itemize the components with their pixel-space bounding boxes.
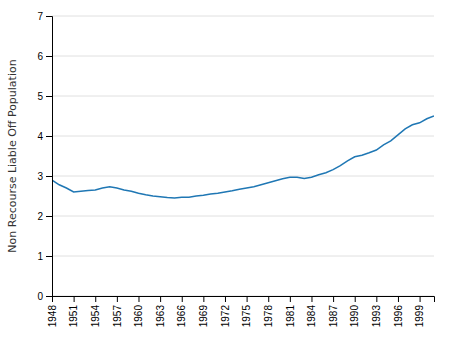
tick-mark xyxy=(268,296,269,302)
axis-line xyxy=(53,297,435,303)
tick-mark xyxy=(290,296,291,302)
x-axis: 1948 1951 1954 1957 1960 1963 1966 1969 1972 1975… xyxy=(47,296,435,327)
tick-mark xyxy=(182,296,183,302)
tick-label: 1963 xyxy=(155,305,166,328)
tick-mark xyxy=(46,176,52,177)
tick: 1951 xyxy=(68,296,79,327)
tick-mark xyxy=(46,96,52,97)
tick-label: 1987 xyxy=(328,305,339,328)
chart: 1948 1951 1954 1957 1960 1963 1966 1969 1972 1975… xyxy=(0,0,450,338)
tick-mark xyxy=(420,296,421,302)
y-axis-title: Non Recourse Liable Off Population xyxy=(6,59,19,252)
grid-line xyxy=(52,96,434,97)
tick-label: 1 xyxy=(37,251,43,262)
tick-label: 1966 xyxy=(176,305,187,328)
tick: 1999 xyxy=(414,296,425,327)
tick-label: 1975 xyxy=(241,305,252,328)
tick-mark xyxy=(311,296,312,302)
tick-label: 1969 xyxy=(198,305,209,328)
grid-line xyxy=(52,216,434,217)
tick-mark xyxy=(46,16,52,17)
marks xyxy=(52,116,434,198)
tick-label: 1948 xyxy=(47,305,58,328)
tick-mark xyxy=(46,256,52,257)
tick: 1987 xyxy=(328,296,339,327)
tick-label: 1978 xyxy=(263,305,274,328)
tick-label: 1999 xyxy=(414,305,425,328)
tick: 1 xyxy=(37,251,52,262)
tick-label: 1957 xyxy=(112,305,123,328)
tick-mark xyxy=(138,296,139,302)
tick-label: 7 xyxy=(37,11,43,22)
tick-label: 5 xyxy=(37,91,43,102)
tick: 1975 xyxy=(241,296,252,327)
tick: 1954 xyxy=(90,296,101,327)
tick: 1981 xyxy=(285,296,296,327)
tick-label: 1954 xyxy=(90,305,101,328)
tick-mark xyxy=(95,296,96,302)
tick: 1984 xyxy=(306,296,317,327)
tick-mark xyxy=(355,296,356,302)
grid-line xyxy=(52,136,434,137)
tick-mark xyxy=(46,56,52,57)
axis-line xyxy=(46,17,53,297)
grid xyxy=(52,16,434,296)
tick: 1969 xyxy=(198,296,209,327)
tick-mark xyxy=(225,296,226,302)
grid-line xyxy=(52,256,434,257)
tick: 1963 xyxy=(155,296,166,327)
tick-label: 1951 xyxy=(68,305,79,328)
tick: 2 xyxy=(37,211,52,222)
tick-label: 1990 xyxy=(349,305,360,328)
tick: 1960 xyxy=(133,296,144,327)
tick-mark xyxy=(46,216,52,217)
tick: 4 xyxy=(37,131,52,142)
tick: 1948 xyxy=(47,296,58,327)
tick-label: 1984 xyxy=(306,305,317,328)
tick-mark xyxy=(117,296,118,302)
plot: 1948 1951 1954 1957 1960 1963 1966 1969 1972 1975… xyxy=(37,11,434,328)
grid-line xyxy=(52,176,434,177)
tick-label: 1960 xyxy=(133,305,144,328)
line xyxy=(52,116,434,198)
tick-mark xyxy=(203,296,204,302)
tick-label: 4 xyxy=(37,131,43,142)
tick-mark xyxy=(74,296,75,302)
tick: 1957 xyxy=(112,296,123,327)
tick: 1990 xyxy=(349,296,360,327)
tick: 1978 xyxy=(263,296,274,327)
tick-label: 1996 xyxy=(393,305,404,328)
grid-line xyxy=(52,16,434,17)
tick-label: 1993 xyxy=(371,305,382,328)
tick: 1972 xyxy=(220,296,231,327)
tick: 1966 xyxy=(176,296,187,327)
grid-line xyxy=(52,56,434,57)
tick-mark xyxy=(160,296,161,302)
tick: 1993 xyxy=(371,296,382,327)
tick-mark xyxy=(247,296,248,302)
tick-mark xyxy=(46,136,52,137)
tick-label: 6 xyxy=(37,51,43,62)
tick: 3 xyxy=(37,171,52,182)
tick: 1996 xyxy=(393,296,404,327)
tick-mark xyxy=(376,296,377,302)
y-axis: 0 1 2 3 4 5 6 7 xyxy=(37,11,52,302)
tick-label: 2 xyxy=(37,211,43,222)
tick-mark xyxy=(333,296,334,302)
tick: 7 xyxy=(37,11,52,22)
tick-label: 3 xyxy=(37,171,43,182)
tick-label: 0 xyxy=(37,291,43,302)
tick: 6 xyxy=(37,51,52,62)
tick: 0 xyxy=(37,291,52,302)
tick: 5 xyxy=(37,91,52,102)
tick-label: 1981 xyxy=(285,305,296,328)
tick-mark xyxy=(398,296,399,302)
tick-label: 1972 xyxy=(220,305,231,328)
tick-mark xyxy=(46,296,52,297)
